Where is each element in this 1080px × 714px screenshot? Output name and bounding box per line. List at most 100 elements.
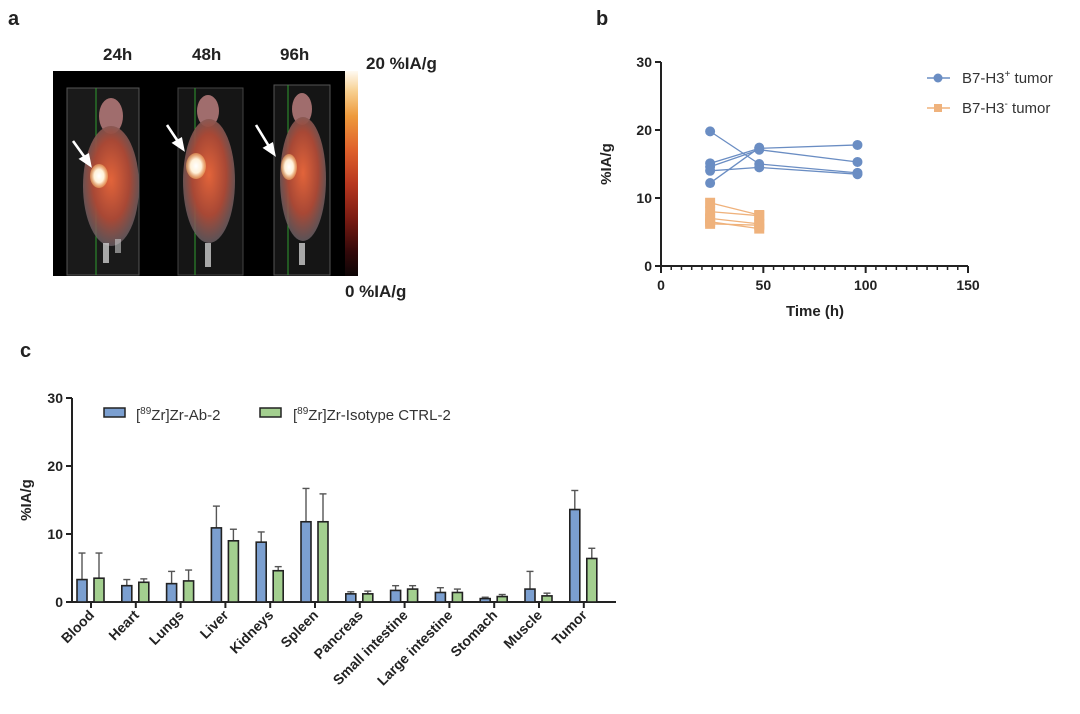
chart-b-line-segment xyxy=(710,221,760,230)
chart-c-ytick-label: 0 xyxy=(55,594,63,610)
chart-c-ytick-label: 10 xyxy=(47,526,63,542)
chart-c-ylabel: %IA/g xyxy=(18,479,35,521)
legend-swatch-isotype xyxy=(259,407,282,418)
chart-c-bar xyxy=(182,580,195,603)
legend-item-isotype: [89Zr]Zr-Isotype CTRL-2 xyxy=(259,406,451,424)
chart-b-line-segment xyxy=(710,223,760,226)
chart-b-line-segment xyxy=(709,202,760,216)
svg-text:[89Zr]Zr-Isotype CTRL-2: [89Zr]Zr-Isotype CTRL-2 xyxy=(293,406,451,424)
chart-c-bar xyxy=(300,520,312,603)
mouse-96h xyxy=(273,84,331,276)
colorbar-min-label: 0 %IA/g xyxy=(345,282,407,301)
chart-c-category-label: Heart xyxy=(105,607,142,644)
chart-b-point-square xyxy=(754,210,765,221)
svg-text:B7-H3- tumor: B7-H3- tumor xyxy=(962,99,1050,117)
legend-label-positive: B7-H3 xyxy=(962,70,1005,87)
chart-b-point-square xyxy=(754,220,765,231)
timepoint-label-96h: 96h xyxy=(280,45,310,64)
legend-swatch-ab2 xyxy=(103,407,126,418)
svg-text:B7-H3+ tumor: B7-H3+ tumor xyxy=(962,69,1053,87)
legend-item-b7h3-negative: B7-H3- tumor xyxy=(927,99,1050,117)
chart-c-category-label: Large intestine xyxy=(374,607,456,689)
chart-c-bar xyxy=(344,593,357,603)
chart-b-xtick-label: 0 xyxy=(657,277,665,293)
chart-c-bar xyxy=(434,591,447,603)
chart-b-legend: B7-H3+ tumor B7-H3- tumor xyxy=(927,69,1053,117)
chart-b-line-segment xyxy=(710,210,760,217)
legend-item-ab2: [89Zr]Zr-Ab-2 xyxy=(103,406,220,424)
chart-b-line-segment xyxy=(759,149,858,163)
chart-c-bar xyxy=(496,595,509,603)
chart-b-line-segment xyxy=(709,147,760,164)
chart-c-bar xyxy=(479,597,492,603)
chart-c-bar xyxy=(524,588,536,603)
chart-c-category-label: Pancreas xyxy=(311,607,366,662)
mouse-24h xyxy=(66,87,140,276)
legend-marker-circle xyxy=(933,73,943,83)
legend-sup-isotype: 89 xyxy=(297,406,309,417)
legend-item-b7h3-positive: B7-H3+ tumor xyxy=(927,69,1053,87)
chart-b-point-circle xyxy=(705,165,716,176)
chart-b-ylabel: %IA/g xyxy=(598,143,615,185)
chart-b-ytick-label: 20 xyxy=(636,122,652,138)
chart-b-line-segment xyxy=(759,163,858,174)
chart-b-point-square xyxy=(705,206,716,217)
chart-c-legend: [89Zr]Zr-Ab-2 [89Zr]Zr-Isotype CTRL-2 xyxy=(103,406,451,424)
chart-c-bar xyxy=(76,578,88,603)
chart-c-category-label: Stomach xyxy=(447,607,500,660)
chart-c-bar xyxy=(585,557,598,603)
colorbar xyxy=(345,71,358,276)
panel-label-b: b xyxy=(596,8,609,30)
chart-b-line-segment xyxy=(759,166,858,175)
legend-label-negative: B7-H3 xyxy=(962,100,1005,117)
chart-c-bar xyxy=(451,591,464,603)
legend-sup-negative: - xyxy=(1005,99,1008,110)
chart-b-point-circle xyxy=(705,126,716,137)
chart-b-ytick-label: 30 xyxy=(636,54,652,70)
chart-b-xtick-label: 50 xyxy=(756,277,772,293)
tumor-arrows xyxy=(71,124,276,168)
chart-b-line-segment xyxy=(709,130,760,165)
timepoint-label-24h: 24h xyxy=(103,45,133,64)
chart-c-bar xyxy=(389,589,402,603)
chart-b-line-segment xyxy=(759,144,858,150)
chart-b-line-segment xyxy=(710,166,760,172)
chart-b-ytick-label: 0 xyxy=(644,258,652,274)
timepoint-label-48h: 48h xyxy=(192,45,222,64)
chart-c-category-label: Spleen xyxy=(277,607,321,651)
legend-label-ab2: Zr]Zr-Ab-2 xyxy=(151,407,220,424)
chart-b-xtick-label: 150 xyxy=(956,277,980,293)
chart-c-bar xyxy=(210,527,223,603)
colorbar-max-label: 20 %IA/g xyxy=(366,54,437,73)
chart-b-point-circle xyxy=(852,156,863,167)
chart-c-bar xyxy=(541,595,553,603)
chart-c-bar xyxy=(165,582,178,603)
chart-b-xtick-label: 100 xyxy=(854,277,878,293)
panel-label-a: a xyxy=(8,8,20,30)
chart-c-bar xyxy=(361,593,374,603)
chart-c-bar xyxy=(138,581,150,603)
legend-suffix-negative: tumor xyxy=(1008,100,1051,117)
legend-sup-ab2: 89 xyxy=(140,406,152,417)
chart-b-ytick-label: 10 xyxy=(636,190,652,206)
chart-c-ytick-label: 20 xyxy=(47,458,63,474)
chart-b-point-circle xyxy=(754,142,765,153)
chart-c-bar xyxy=(121,584,133,603)
chart-b-line-segment xyxy=(709,147,760,184)
chart-c-bar xyxy=(93,577,105,603)
chart-b-point-square xyxy=(705,218,716,229)
chart-c-ytick-label: 30 xyxy=(47,390,63,406)
chart-b-point-square xyxy=(705,197,716,208)
legend-pre-ab2: [ xyxy=(136,407,141,424)
legend-label-isotype: Zr]Zr-Isotype CTRL-2 xyxy=(308,407,451,424)
chart-c-category-label: Small intestine xyxy=(330,607,411,688)
mouse-48h xyxy=(177,87,244,276)
chart-c-category-label: Tumor xyxy=(549,606,591,648)
chart-b-point-circle xyxy=(852,139,863,150)
chart-b-point-circle xyxy=(705,178,716,189)
legend-sup-positive: + xyxy=(1005,69,1011,80)
pet-image-graphic xyxy=(66,84,331,276)
chart-c-category-label: Lungs xyxy=(146,607,187,648)
chart-c-category-label: Blood xyxy=(58,607,97,646)
